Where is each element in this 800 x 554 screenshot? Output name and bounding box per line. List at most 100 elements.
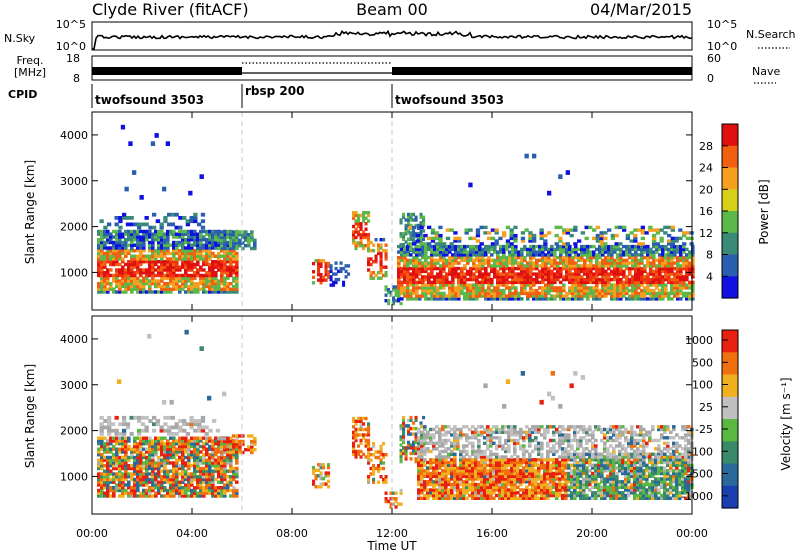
power-cell <box>550 264 554 268</box>
power-cell <box>112 290 116 294</box>
velocity-cell <box>145 442 149 446</box>
power-cell <box>226 241 230 245</box>
freq-band-seg-3 <box>392 67 692 75</box>
velocity-cell <box>157 464 161 468</box>
velocity-cell <box>465 460 469 465</box>
velocity-cell <box>483 466 487 470</box>
power-cell <box>184 254 188 258</box>
power-cell <box>223 260 227 264</box>
power-cell <box>415 239 421 243</box>
power-cell <box>151 235 155 239</box>
power-cell <box>445 272 449 276</box>
power-cell <box>384 273 388 278</box>
power-cell <box>520 266 524 271</box>
velocity-cell <box>205 442 209 446</box>
power-cell <box>466 261 470 265</box>
power-cell <box>184 232 188 236</box>
power-cell <box>679 277 683 282</box>
power-cell <box>112 251 116 256</box>
power-cell <box>523 283 527 287</box>
power-cell <box>109 287 113 291</box>
power-cell <box>682 294 686 298</box>
velocity-cell <box>504 469 508 473</box>
power-cell <box>670 261 674 265</box>
power-cell <box>475 253 479 257</box>
power-cell <box>115 257 119 261</box>
power-cell <box>448 247 452 252</box>
power-cell <box>136 265 140 269</box>
power-cell <box>412 250 416 254</box>
power-cell <box>652 294 656 298</box>
power-cell <box>382 238 386 242</box>
velocity-cell <box>172 439 176 443</box>
power-cell <box>247 244 251 248</box>
velocity-cell <box>417 493 421 498</box>
velocity-cell <box>172 436 176 440</box>
power-cell <box>154 133 159 138</box>
power-cell <box>364 222 368 226</box>
power-cell <box>532 255 536 260</box>
power-cell <box>661 277 665 282</box>
velocity-cell <box>212 419 217 423</box>
power-cell <box>229 282 233 286</box>
power-cell <box>532 239 537 243</box>
power-cell <box>327 275 331 279</box>
velocity-cell <box>112 453 116 457</box>
power-cell <box>481 283 485 287</box>
power-cell <box>640 280 644 285</box>
power-cell <box>484 275 488 279</box>
power-cell <box>436 258 440 263</box>
power-cell <box>691 266 695 271</box>
power-cell <box>478 244 482 249</box>
power-cell <box>136 235 140 239</box>
velocity-cell <box>471 474 475 478</box>
power-cell <box>220 276 224 280</box>
power-cell <box>601 283 605 287</box>
velocity-cell <box>118 464 122 468</box>
velocity-cell <box>106 486 110 490</box>
velocity-cell <box>226 447 230 451</box>
velocity-cell <box>187 455 191 460</box>
power-cell <box>640 269 644 274</box>
power-cell <box>511 247 515 252</box>
velocity-cell <box>142 483 146 487</box>
velocity-cell <box>232 494 236 498</box>
power-cell <box>667 280 671 285</box>
velocity-cell <box>200 425 206 430</box>
velocity-cell <box>327 471 331 475</box>
velocity-cell <box>214 464 218 468</box>
power-cell <box>130 243 134 247</box>
velocity-cell <box>187 442 191 446</box>
power-cell <box>670 297 674 301</box>
velocity-cell <box>157 483 161 487</box>
velocity-cell <box>465 469 469 473</box>
velocity-cell <box>510 485 514 489</box>
velocity-cell <box>220 458 224 462</box>
velocity-cell <box>208 447 212 451</box>
power-cell <box>172 287 176 291</box>
power-cell <box>502 297 506 301</box>
power-cell <box>460 258 464 263</box>
power-cell <box>247 238 251 242</box>
power-cell <box>571 294 575 298</box>
velocity-cell <box>103 458 107 462</box>
velocity-cell <box>114 432 119 436</box>
velocity-cell <box>151 466 155 471</box>
power-cell <box>676 266 680 271</box>
velocity-cell <box>327 465 331 470</box>
velocity-cell <box>314 474 318 478</box>
velocity-cell <box>382 453 386 457</box>
velocity-cell <box>151 483 155 487</box>
power-cell <box>253 244 257 248</box>
velocity-cell <box>402 451 406 456</box>
velocity-cell <box>222 391 227 397</box>
power-cell <box>463 264 467 268</box>
power-cell <box>664 286 668 290</box>
velocity-cell <box>181 488 185 493</box>
power-cell <box>419 221 423 225</box>
velocity-cell <box>372 469 376 473</box>
power-cell <box>400 266 404 271</box>
power-cell <box>226 273 230 278</box>
velocity-cell <box>319 465 323 470</box>
power-cell <box>166 246 170 250</box>
